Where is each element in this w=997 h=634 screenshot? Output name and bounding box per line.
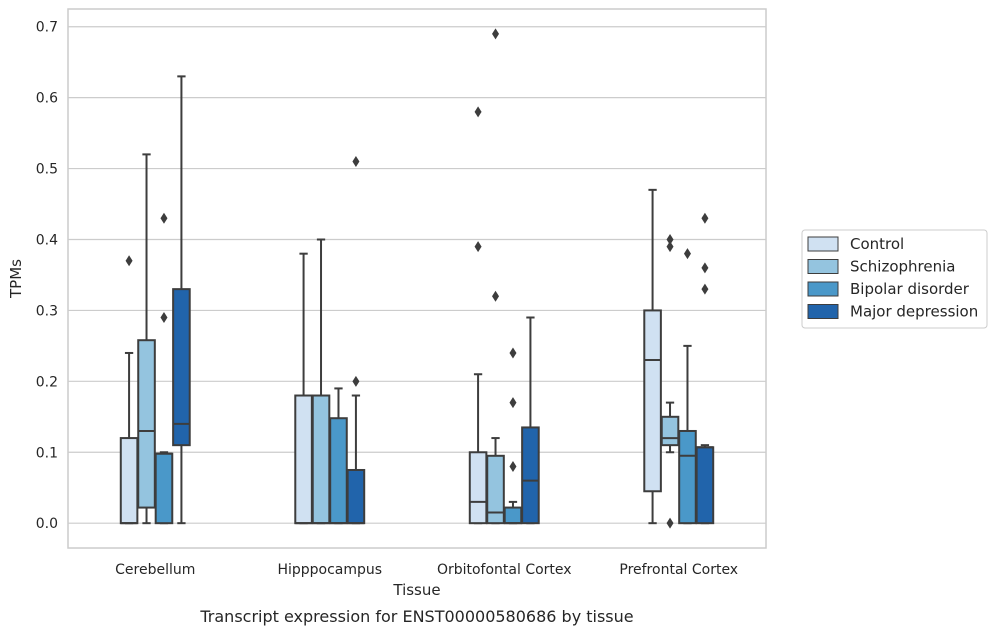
y-tick-labels: 0.0 0.1 0.2 0.3 0.4 0.5 0.6 0.7	[36, 20, 58, 532]
box-iqr	[521, 426, 540, 525]
x-tick-label: Hipppocampus	[277, 562, 382, 578]
outlier-marker	[666, 517, 674, 529]
box-control	[643, 188, 662, 525]
legend-label: Major depression	[850, 303, 978, 321]
box-iqr	[119, 437, 139, 525]
legend-label: Schizophrenia	[850, 258, 955, 276]
outlier-marker	[474, 241, 482, 253]
box-bipolar-disorder	[329, 387, 348, 525]
y-tick-label: 0.6	[36, 91, 58, 107]
outlier-marker	[666, 233, 674, 245]
outlier-marker	[160, 312, 168, 324]
plot-frame	[67, 8, 767, 549]
outlier-marker	[701, 212, 709, 224]
outlier-marker	[352, 155, 360, 167]
x-tick-label: Cerebellum	[115, 562, 195, 578]
legend-swatch	[807, 236, 839, 252]
box-bipolar-disorder	[503, 347, 523, 525]
box-iqr	[329, 417, 348, 525]
box-major-depression	[521, 316, 540, 525]
x-tick-label: Prefrontal Cortex	[619, 562, 738, 578]
box-iqr	[695, 446, 715, 525]
outlier-marker	[683, 248, 691, 260]
box-major-depression	[346, 155, 366, 525]
box-control	[119, 255, 139, 525]
box-iqr	[311, 394, 331, 525]
box-iqr	[468, 451, 488, 525]
box-series	[119, 28, 715, 529]
box-iqr	[503, 506, 523, 525]
outlier-marker	[509, 460, 517, 472]
x-tick-labels: Cerebellum Hipppocampus Orbitofontal Corte…	[115, 562, 738, 578]
box-schizophrenia	[137, 153, 156, 525]
box-iqr	[294, 394, 313, 525]
box-major-depression	[172, 75, 191, 525]
outlier-marker	[701, 262, 709, 274]
x-tick-label: Orbitofontal Cortex	[437, 562, 572, 578]
box-iqr	[643, 309, 662, 493]
box-iqr	[172, 288, 191, 447]
legend-frame	[801, 229, 988, 329]
box-iqr	[346, 468, 366, 525]
y-tick-label: 0.7	[36, 20, 58, 36]
y-tick-label: 0.0	[36, 516, 58, 532]
outlier-marker	[125, 255, 133, 267]
box-major-depression	[695, 212, 715, 525]
box-iqr	[137, 339, 156, 509]
outlier-marker	[474, 106, 482, 118]
y-axis-label: TPMs	[7, 259, 25, 299]
box-control	[294, 252, 313, 525]
outlier-marker	[352, 375, 360, 387]
box-iqr	[486, 454, 505, 525]
legend-label: Bipolar disorder	[850, 280, 970, 298]
box-iqr	[154, 452, 174, 525]
legend-swatch	[807, 304, 839, 319]
box-bipolar-disorder	[678, 248, 697, 525]
legend-swatch	[807, 281, 839, 297]
box-bipolar-disorder	[154, 212, 174, 525]
chart-caption: Transcript expression for ENST0000058068…	[199, 607, 633, 626]
legend: Control Schizophrenia Bipolar disorder Majo…	[801, 229, 988, 329]
box-schizophrenia	[486, 28, 505, 525]
outlier-marker	[492, 290, 500, 302]
outlier-marker	[509, 397, 517, 409]
x-axis-label: Tissue	[392, 581, 440, 599]
box-control	[468, 106, 488, 525]
outlier-marker	[666, 241, 674, 253]
legend-swatch	[807, 259, 839, 274]
outlier-marker	[701, 283, 709, 295]
outlier-marker	[492, 28, 500, 40]
y-tick-label: 0.2	[36, 374, 58, 390]
y-tick-label: 0.4	[36, 232, 58, 248]
box-iqr	[678, 429, 697, 525]
outlier-marker	[160, 212, 168, 224]
legend-label: Control	[850, 235, 904, 253]
y-tick-label: 0.1	[36, 445, 58, 461]
y-tick-label: 0.5	[36, 162, 58, 178]
outlier-marker	[509, 347, 517, 359]
y-tick-label: 0.3	[36, 303, 58, 319]
box-iqr	[660, 415, 680, 447]
